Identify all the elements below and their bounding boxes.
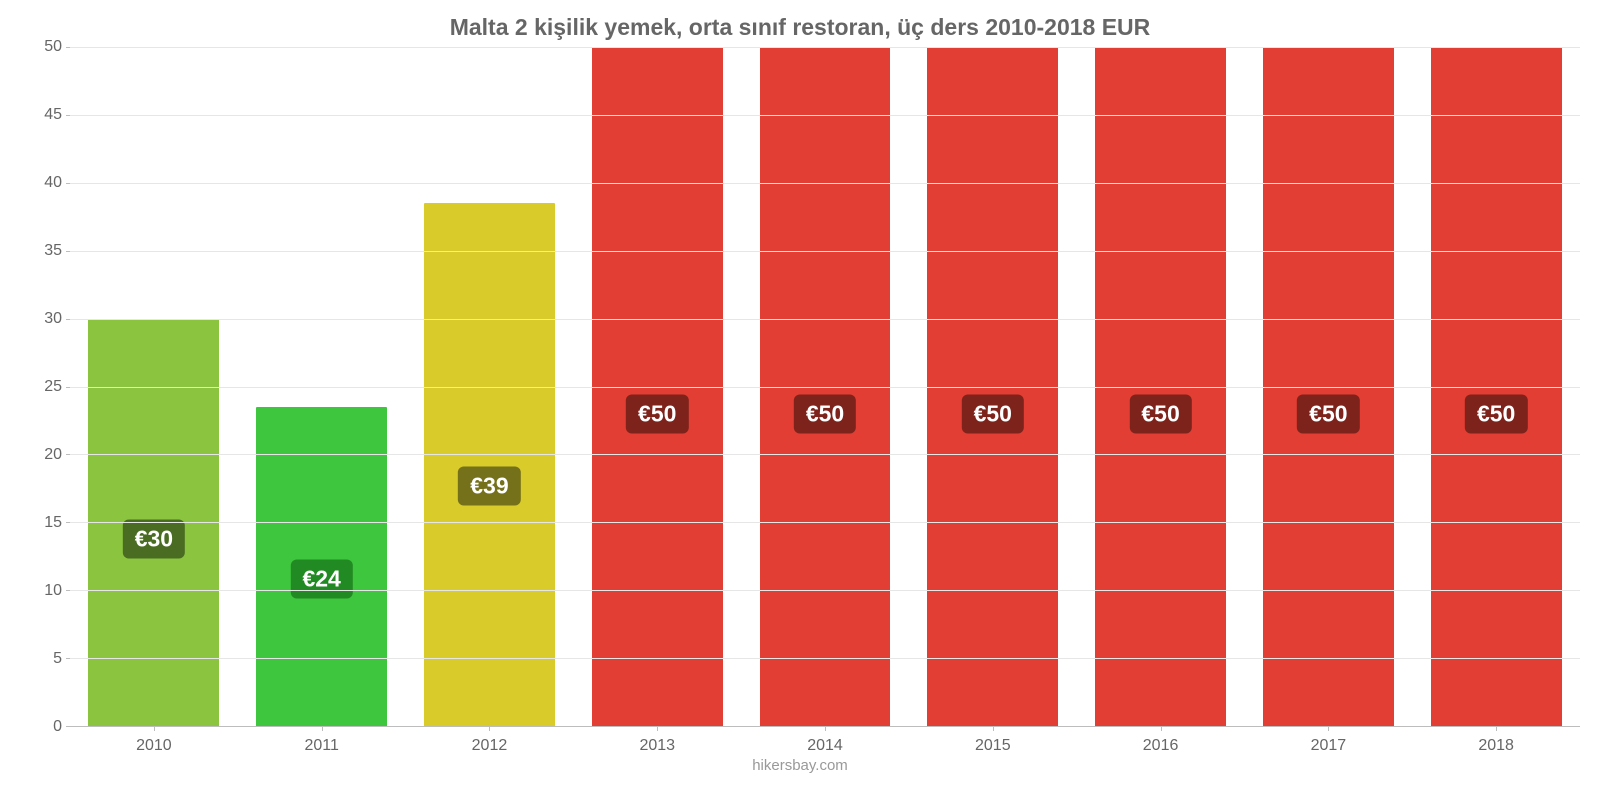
- y-tick-label: 15: [22, 514, 62, 532]
- grid-line: [70, 658, 1580, 659]
- x-tick-label: 2018: [1412, 727, 1580, 755]
- x-tick-label: 2011: [238, 727, 406, 755]
- plot-row: 05101520253035404550 €30€24€39€50€50€50€…: [20, 47, 1580, 727]
- y-tick-label: 45: [22, 106, 62, 124]
- bar-value-label: €50: [1465, 394, 1527, 433]
- bar-value-label: €24: [290, 560, 352, 599]
- y-tick-label: 0: [22, 718, 62, 736]
- y-tick-label: 50: [22, 38, 62, 56]
- x-tick-label: 2017: [1244, 727, 1412, 755]
- x-tick-label: 2014: [741, 727, 909, 755]
- y-tick-mark: [66, 115, 70, 116]
- y-tick-label: 10: [22, 582, 62, 600]
- x-tick-mark: [1496, 726, 1497, 731]
- x-tick-mark: [1161, 726, 1162, 731]
- x-tick-label: 2013: [573, 727, 741, 755]
- grid-line: [70, 251, 1580, 252]
- bar: €39: [424, 203, 555, 726]
- y-tick-mark: [66, 726, 70, 727]
- x-axis: 201020112012201320142015201620172018: [70, 727, 1580, 755]
- x-tick-mark: [322, 726, 323, 731]
- y-tick-label: 30: [22, 310, 62, 328]
- bar-value-label: €30: [123, 519, 185, 558]
- x-tick-mark: [825, 726, 826, 731]
- bar-value-label: €39: [458, 466, 520, 505]
- y-tick-label: 20: [22, 446, 62, 464]
- y-tick-mark: [66, 387, 70, 388]
- bar-value-label: €50: [794, 394, 856, 433]
- x-tick-mark: [154, 726, 155, 731]
- source-label: hikersbay.com: [20, 757, 1580, 774]
- chart-container: Malta 2 kişilik yemek, orta sınıf restor…: [0, 0, 1600, 800]
- grid-line: [70, 47, 1580, 48]
- y-tick-mark: [66, 590, 70, 591]
- y-tick-mark: [66, 522, 70, 523]
- chart-title: Malta 2 kişilik yemek, orta sınıf restor…: [20, 14, 1580, 41]
- x-tick-mark: [1328, 726, 1329, 731]
- y-tick-mark: [66, 47, 70, 48]
- x-tick-mark: [657, 726, 658, 731]
- bar-value-label: €50: [962, 394, 1024, 433]
- grid-line: [70, 183, 1580, 184]
- x-tick-label: 2015: [909, 727, 1077, 755]
- plot-area: €30 €24 €39 €50 €50 €50 €50 €50 €50: [70, 47, 1580, 727]
- x-tick-mark: [489, 726, 490, 731]
- y-tick-label: 5: [22, 650, 62, 668]
- y-axis: 05101520253035404550: [20, 47, 70, 727]
- grid-line: [70, 590, 1580, 591]
- y-tick-mark: [66, 251, 70, 252]
- grid-line: [70, 454, 1580, 455]
- y-tick-label: 40: [22, 174, 62, 192]
- x-tick-mark: [993, 726, 994, 731]
- grid-line: [70, 522, 1580, 523]
- x-tick-label: 2010: [70, 727, 238, 755]
- bar-value-label: €50: [1129, 394, 1191, 433]
- grid-line: [70, 387, 1580, 388]
- y-tick-mark: [66, 319, 70, 320]
- bar-value-label: €50: [1297, 394, 1359, 433]
- grid-line: [70, 115, 1580, 116]
- y-tick-mark: [66, 183, 70, 184]
- x-tick-label: 2012: [406, 727, 574, 755]
- y-tick-mark: [66, 658, 70, 659]
- grid-line: [70, 319, 1580, 320]
- x-tick-label: 2016: [1077, 727, 1245, 755]
- y-tick-label: 25: [22, 378, 62, 396]
- y-tick-label: 35: [22, 242, 62, 260]
- bar-value-label: €50: [626, 394, 688, 433]
- y-tick-mark: [66, 454, 70, 455]
